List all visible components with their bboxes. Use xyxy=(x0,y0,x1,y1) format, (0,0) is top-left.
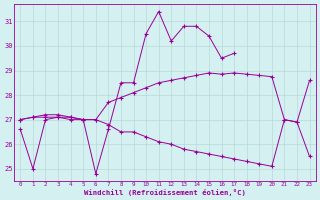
X-axis label: Windchill (Refroidissement éolien,°C): Windchill (Refroidissement éolien,°C) xyxy=(84,189,246,196)
